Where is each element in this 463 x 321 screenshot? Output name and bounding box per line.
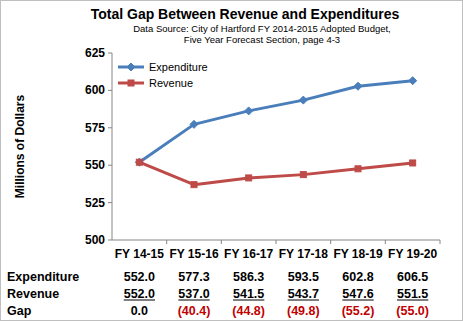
y-tick bbox=[108, 90, 112, 91]
y-tick-label: 500 bbox=[85, 233, 105, 247]
marker bbox=[300, 172, 306, 178]
x-tick bbox=[440, 240, 441, 244]
table-cell: 586.3 bbox=[233, 270, 264, 284]
table-cell: (55.2) bbox=[342, 304, 375, 318]
marker bbox=[409, 77, 417, 85]
x-tick bbox=[330, 240, 331, 244]
x-tick-label: FY 15-16 bbox=[169, 247, 218, 261]
table-cell: (40.4) bbox=[178, 304, 211, 318]
x-tick bbox=[166, 240, 167, 244]
table-cell: 547.6 bbox=[342, 287, 373, 301]
y-tick bbox=[108, 202, 112, 203]
marker bbox=[136, 159, 142, 165]
underline bbox=[124, 300, 155, 301]
series-line bbox=[139, 162, 412, 184]
table-cell: 537.0 bbox=[178, 287, 209, 301]
marker bbox=[190, 120, 198, 128]
table-cell: (55.0) bbox=[396, 304, 429, 318]
table-cell: 551.5 bbox=[397, 287, 428, 301]
underline bbox=[397, 300, 428, 301]
legend-label: Revenue bbox=[149, 77, 193, 89]
legend: Expenditure Revenue bbox=[118, 61, 208, 89]
table-row-label: Gap bbox=[7, 304, 32, 318]
x-tick-label: FY 18-19 bbox=[333, 247, 382, 261]
x-tick-label: FY 19-20 bbox=[388, 247, 437, 261]
x-tick bbox=[221, 240, 222, 244]
marker bbox=[191, 182, 197, 188]
table-cell: 606.5 bbox=[397, 270, 428, 284]
table-cell: 0.0 bbox=[131, 304, 148, 318]
x-tick-label: FY 14-15 bbox=[115, 247, 164, 261]
marker bbox=[127, 63, 135, 71]
table-cell: 593.5 bbox=[288, 270, 319, 284]
table-row-label: Revenue bbox=[7, 287, 59, 301]
marker bbox=[128, 80, 134, 86]
y-tick-label: 575 bbox=[85, 121, 105, 135]
table-cell: 541.5 bbox=[233, 287, 264, 301]
underline bbox=[288, 300, 319, 301]
marker bbox=[299, 96, 307, 104]
underline bbox=[233, 300, 264, 301]
plot-marks bbox=[135, 77, 416, 188]
legend-label: Expenditure bbox=[149, 61, 208, 73]
x-tick bbox=[385, 240, 386, 244]
frame bbox=[1, 1, 463, 321]
x-tick bbox=[276, 240, 277, 244]
table-cell: 577.3 bbox=[178, 270, 209, 284]
table-cell: 552.0 bbox=[124, 270, 155, 284]
table-cell: (44.8) bbox=[232, 304, 265, 318]
y-tick bbox=[108, 240, 112, 241]
marker bbox=[354, 82, 362, 90]
title: Total Gap Between Revenue and Expenditur… bbox=[91, 6, 400, 22]
marker bbox=[246, 175, 252, 181]
table-cell: (49.8) bbox=[287, 304, 320, 318]
underline bbox=[342, 300, 373, 301]
subtitle: Five Year Forecast Section, page 4-3 bbox=[184, 34, 340, 45]
marker bbox=[245, 107, 253, 115]
y-tick bbox=[108, 53, 112, 54]
table-cell: 552.0 bbox=[124, 287, 155, 301]
y-tick bbox=[108, 165, 112, 166]
subtitle: Data Source: City of Hartford FY 2014-20… bbox=[133, 23, 391, 34]
y-axis-label: Millions of Dollars bbox=[13, 95, 27, 199]
y-axis bbox=[112, 53, 113, 240]
y-tick-label: 525 bbox=[85, 196, 105, 210]
marker bbox=[355, 166, 361, 172]
table-row-label: Expenditure bbox=[7, 270, 79, 284]
x-tick-label: FY 17-18 bbox=[279, 247, 328, 261]
table-cell: 543.7 bbox=[288, 287, 319, 301]
table-cell: 602.8 bbox=[342, 270, 373, 284]
x-tick-label: FY 16-17 bbox=[224, 247, 273, 261]
marker bbox=[410, 160, 416, 166]
underline bbox=[178, 300, 209, 301]
y-tick bbox=[108, 127, 112, 128]
y-tick-label: 550 bbox=[85, 158, 105, 172]
series-line bbox=[139, 81, 412, 163]
marker bbox=[135, 158, 143, 166]
chart: Total Gap Between Revenue and Expenditur… bbox=[0, 0, 463, 321]
y-tick-label: 625 bbox=[85, 46, 105, 60]
y-tick-label: 600 bbox=[85, 83, 105, 97]
